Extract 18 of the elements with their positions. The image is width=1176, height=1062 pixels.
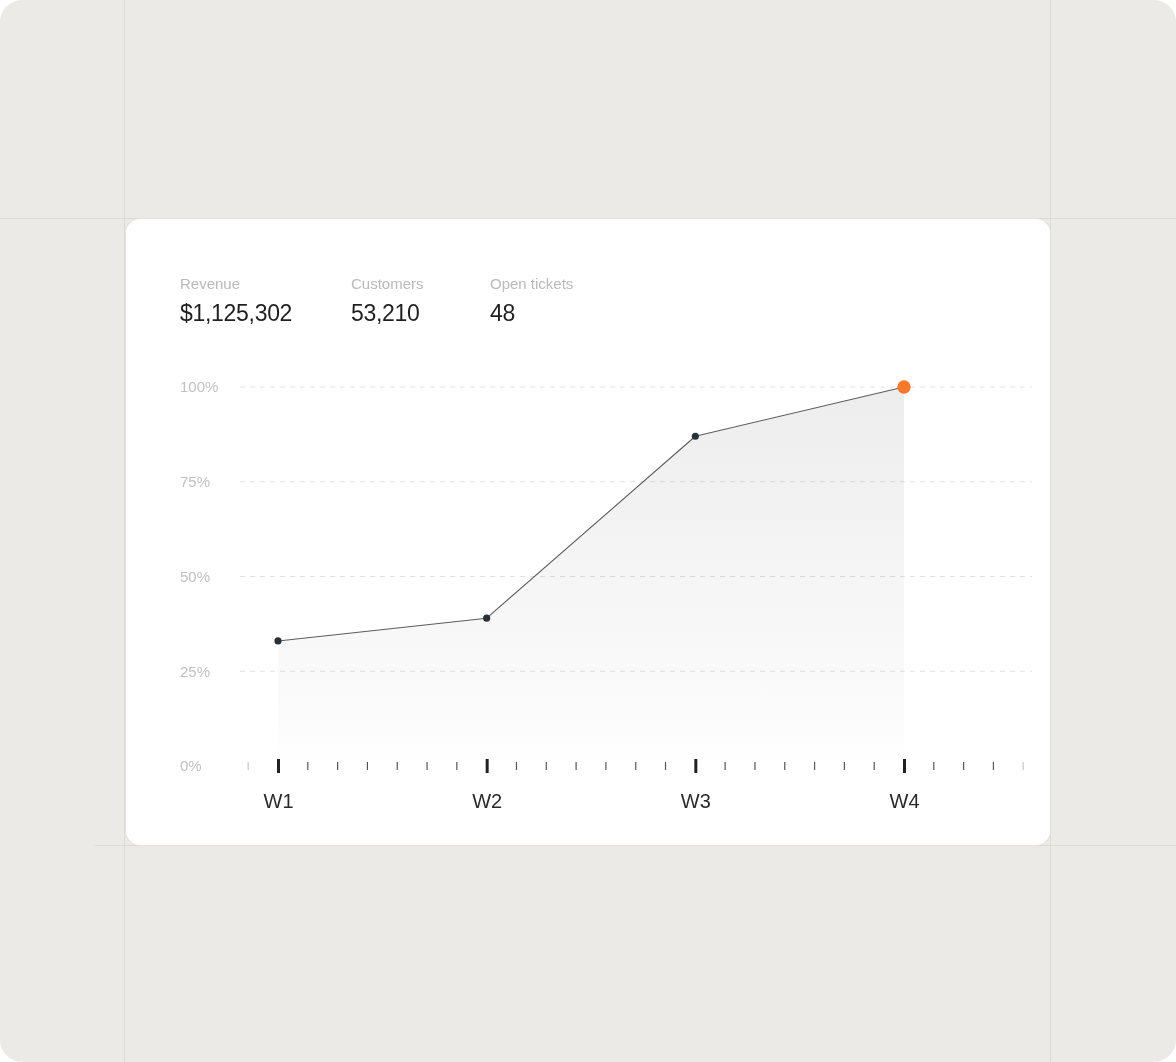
point — [483, 614, 491, 622]
category-label: Revenue — [180, 274, 242, 294]
point — [274, 637, 282, 645]
y-tick-label: 0% — [180, 757, 202, 775]
category-label: Customers — [351, 274, 424, 294]
text: $1,125,302 — [180, 300, 293, 326]
point — [691, 432, 699, 440]
text: 48 — [490, 300, 515, 326]
text: 53,210 — [351, 300, 420, 326]
x-tick-label: W4 — [889, 790, 920, 812]
category-label: Open tickets — [490, 274, 574, 294]
y-tick-label: 100% — [180, 378, 219, 396]
y-tick-label: 25% — [180, 662, 211, 680]
x-tick-label: W2 — [472, 790, 503, 812]
y-tick-label: 75% — [180, 473, 211, 491]
x-tick-label: W1 — [263, 790, 294, 812]
x-tick-label: W3 — [680, 790, 711, 812]
y-tick-label: 50% — [180, 567, 211, 585]
